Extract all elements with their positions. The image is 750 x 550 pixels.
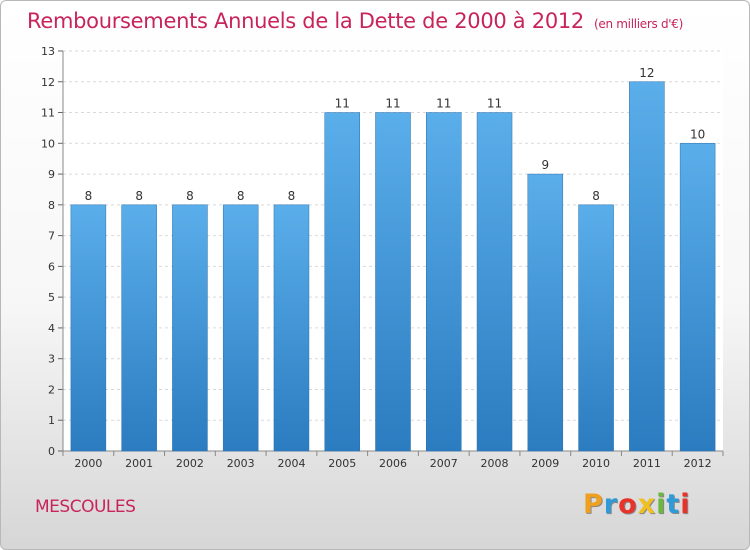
data-label-2007: 11	[436, 97, 451, 111]
bar-2002	[172, 204, 208, 452]
chart-unit: (en milliers d'€)	[594, 17, 684, 31]
y-tick-label: 1	[48, 414, 55, 427]
bar-2005	[324, 112, 360, 452]
x-tick-label-2001: 2001	[125, 457, 153, 470]
bar-2011	[629, 81, 665, 452]
data-label-2012: 10	[690, 127, 705, 141]
x-tick-label-2012: 2012	[684, 457, 712, 470]
chart-title: Remboursements Annuels de la Dette de 20…	[27, 9, 683, 33]
data-label-2003: 8	[237, 189, 245, 203]
y-tick-label: 8	[48, 199, 55, 212]
data-label-2004: 8	[288, 189, 296, 203]
y-tick-label: 2	[48, 383, 55, 396]
data-label-2005: 11	[335, 97, 350, 111]
bar-2000	[70, 204, 107, 452]
data-label-2008: 11	[487, 97, 502, 111]
x-tick-label-2002: 2002	[176, 457, 204, 470]
logo-letter: o	[618, 489, 638, 520]
data-label-2006: 11	[385, 97, 400, 111]
data-label-2000: 8	[85, 189, 93, 203]
bar-2010	[578, 204, 614, 452]
bar-2004	[273, 204, 310, 452]
x-tick-label-2007: 2007	[430, 457, 458, 470]
x-tick-label-2005: 2005	[328, 457, 356, 470]
bar-2009	[527, 173, 564, 452]
data-label-2010: 8	[592, 189, 600, 203]
logo-letter: x	[637, 489, 657, 520]
y-tick-label: 9	[48, 168, 55, 181]
y-tick-label: 0	[48, 445, 55, 458]
y-tick-label: 11	[41, 107, 55, 120]
x-tick-label-2003: 2003	[227, 457, 255, 470]
logo-letter: r	[603, 489, 619, 520]
y-tick-label: 12	[41, 76, 55, 89]
x-tick-label-2010: 2010	[582, 457, 610, 470]
proxiti-logo[interactable]: Proxiti	[583, 489, 691, 520]
logo-letter: P	[583, 489, 604, 520]
bar-2008	[476, 112, 513, 452]
data-label-2009: 9	[541, 158, 549, 172]
commune-name: MESCOULES	[35, 497, 136, 517]
bar-2003	[222, 204, 259, 452]
x-tick-label-2009: 2009	[531, 457, 559, 470]
y-tick-label: 7	[48, 230, 55, 243]
x-tick-label-2000: 2000	[74, 457, 102, 470]
logo-letter: i	[656, 489, 667, 520]
data-label-2011: 12	[639, 66, 654, 80]
y-tick-label: 4	[48, 322, 55, 335]
bar-2006	[375, 112, 411, 452]
bar-2012	[679, 143, 716, 452]
logo-letter: t	[666, 489, 681, 520]
data-label-2002: 8	[186, 189, 194, 203]
y-tick-label: 13	[41, 45, 55, 58]
data-label-2001: 8	[135, 189, 143, 203]
bar-2001	[121, 204, 157, 452]
y-tick-label: 6	[48, 260, 55, 273]
y-tick-label: 10	[41, 137, 55, 150]
logo-letter: i	[680, 489, 691, 520]
x-tick-label-2004: 2004	[277, 457, 305, 470]
x-tick-label-2008: 2008	[481, 457, 509, 470]
y-tick-label: 5	[48, 291, 55, 304]
bar-2007	[426, 112, 462, 452]
y-tick-label: 3	[48, 353, 55, 366]
x-tick-label-2006: 2006	[379, 457, 407, 470]
x-tick-label-2011: 2011	[633, 457, 661, 470]
chart-title-text: Remboursements Annuels de la Dette de 20…	[27, 9, 584, 33]
